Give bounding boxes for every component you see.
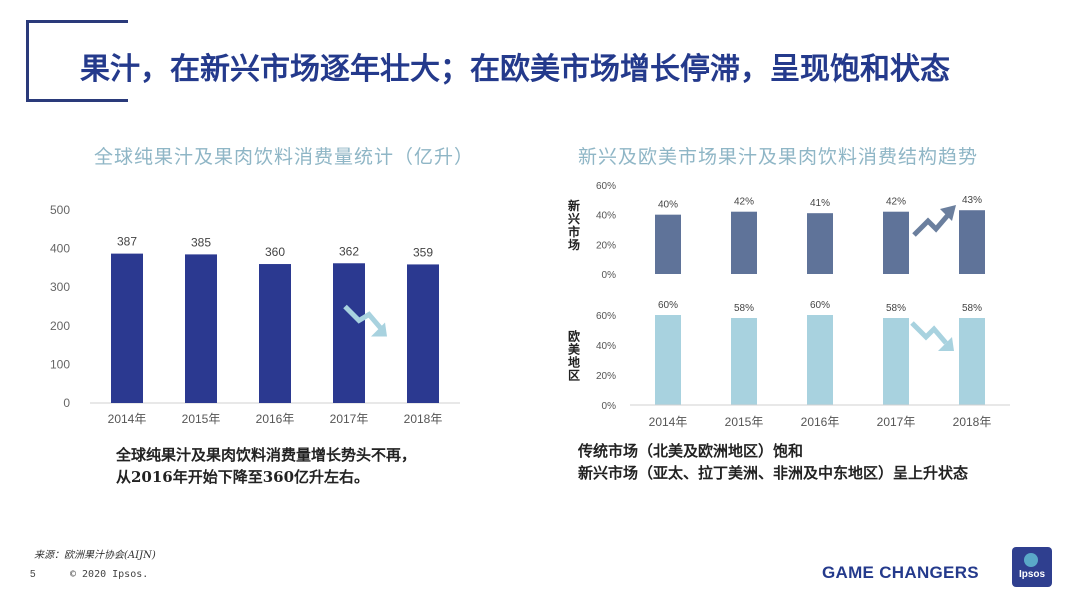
western-bar-1	[731, 318, 757, 405]
trend-down-arrowhead-icon-2	[938, 337, 954, 351]
emerging-bar-value-label-0: 40%	[658, 200, 678, 211]
western-y-tick-label-1: 20%	[596, 371, 616, 382]
bar-3	[333, 263, 365, 403]
ipsos-logo: Ipsos	[1012, 547, 1052, 587]
left-bar-chart: 0 100 200 300 400 500 387 2014年 385 2015年 360 2016年…	[50, 203, 460, 426]
x-tick-label-2: 2016年	[801, 415, 840, 429]
x-tick-label-4: 2018年	[404, 412, 443, 426]
y-tick-label-4: 400	[50, 242, 70, 256]
y-tick-label-3: 300	[50, 280, 70, 294]
bar-value-label-0: 387	[117, 235, 137, 249]
page-number: 5	[30, 569, 36, 580]
x-tick-label-1: 2015年	[725, 415, 764, 429]
right-bar-chart: 0% 20% 40% 60% 新兴市场 40% 42% 41% 42% 43% 0% 20% 40% 60…	[568, 181, 1010, 429]
emerging-bar-2	[807, 213, 833, 274]
emerging-bar-4	[959, 210, 985, 274]
tagline: GAME CHANGERS	[822, 563, 979, 582]
right-caption-line-2: 新兴市场（亚太、拉丁美洲、非洲及中东地区）呈上升状态	[578, 464, 969, 482]
trend-up-arrowhead-icon	[940, 205, 956, 221]
y-tick-label-0: 0	[63, 396, 70, 410]
emerging-bar-0	[655, 214, 681, 274]
y-tick-label-1: 100	[50, 357, 70, 371]
western-y-tick-label-0: 0%	[602, 401, 617, 412]
x-tick-label-4: 2018年	[953, 415, 992, 429]
y-tick-label-5: 500	[50, 203, 70, 217]
western-bar-0	[655, 315, 681, 405]
trend-down-arrow-icon	[343, 304, 383, 331]
emerging-bar-value-label-4: 43%	[962, 195, 982, 206]
trend-down-arrow-icon-2	[910, 321, 948, 345]
emerging-bar-1	[731, 211, 757, 274]
title-frame	[26, 20, 128, 102]
emerging-y-tick-label-0: 0%	[602, 270, 617, 281]
x-tick-label-3: 2017年	[330, 412, 369, 426]
left-caption-line-2: 从2016年开始下降至360亿升左右。	[116, 468, 370, 486]
x-tick-label-2: 2016年	[256, 412, 295, 426]
trend-up-arrow-icon	[912, 213, 950, 237]
western-bar-value-label-0: 60%	[658, 300, 678, 311]
left-caption-line-1: 全球纯果汁及果肉饮料消费量增长势头不再，	[116, 446, 417, 464]
western-bar-3	[883, 318, 909, 405]
western-bar-2	[807, 315, 833, 405]
western-bar-4	[959, 318, 985, 405]
emerging-panel-label: 新兴市场	[568, 198, 580, 252]
emerging-y-tick-label-3: 60%	[596, 181, 616, 192]
western-bar-value-label-3: 58%	[886, 303, 906, 314]
bar-4	[407, 264, 439, 403]
western-bar-value-label-2: 60%	[810, 300, 830, 311]
emerging-y-tick-label-1: 20%	[596, 240, 616, 251]
western-panel-label: 欧美地区	[568, 329, 581, 383]
x-tick-label-1: 2015年	[182, 412, 221, 426]
western-bar-value-label-4: 58%	[962, 303, 982, 314]
western-y-tick-label-3: 60%	[596, 311, 616, 322]
right-caption-line-1: 传统市场（北美及欧洲地区）饱和	[578, 442, 804, 460]
x-tick-label-3: 2017年	[877, 415, 916, 429]
page-title: 果汁，在新兴市场逐年壮大；在欧美市场增长停滞，呈现饱和状态	[80, 52, 950, 87]
western-y-tick-label-2: 40%	[596, 341, 616, 352]
y-tick-label-2: 200	[50, 319, 70, 333]
left-chart-title: 全球纯果汁及果肉饮料消费量统计（亿升）	[94, 146, 475, 168]
logo-dot-icon	[1024, 553, 1038, 567]
emerging-bar-value-label-1: 42%	[734, 197, 754, 208]
emerging-bar-value-label-2: 41%	[810, 198, 830, 209]
bar-1	[185, 254, 217, 403]
copyright: © 2020 Ipsos.	[70, 569, 149, 580]
western-bar-value-label-1: 58%	[734, 303, 754, 314]
right-chart-title: 新兴及欧美市场果汁及果肉饮料消费结构趋势	[578, 146, 979, 168]
bar-value-label-3: 362	[339, 244, 359, 258]
emerging-bar-3	[883, 211, 909, 274]
source-note: 来源：欧洲果汁协会(AIJN)	[34, 550, 156, 561]
emerging-bar-value-label-3: 42%	[886, 197, 906, 208]
bar-value-label-1: 385	[191, 235, 211, 249]
bar-2	[259, 264, 291, 403]
bar-value-label-4: 359	[413, 245, 433, 259]
right-chart-caption: 传统市场（北美及欧洲地区）饱和 新兴市场（亚太、拉丁美洲、非洲及中东地区）呈上升…	[578, 440, 968, 484]
logo-text: Ipsos	[1018, 569, 1046, 580]
x-tick-label-0: 2014年	[108, 412, 147, 426]
x-tick-label-0: 2014年	[649, 415, 688, 429]
trend-down-arrowhead-icon	[371, 322, 387, 337]
left-chart-caption: 全球纯果汁及果肉饮料消费量增长势头不再， 从2016年开始下降至360亿升左右。	[116, 444, 416, 488]
emerging-y-tick-label-2: 40%	[596, 211, 616, 222]
bar-0	[111, 253, 143, 403]
bar-value-label-2: 360	[265, 245, 285, 259]
